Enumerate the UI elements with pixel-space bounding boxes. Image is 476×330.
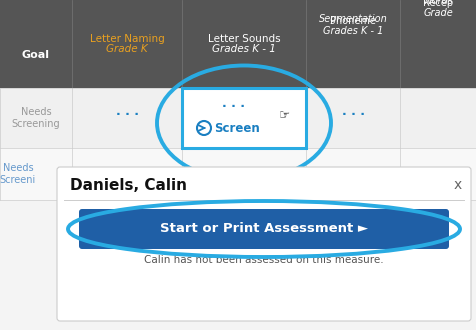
- Bar: [0, 148, 476, 200]
- Text: Needs
Screeni: Needs Screeni: [0, 163, 36, 185]
- Text: Daniels, Calin: Daniels, Calin: [70, 178, 187, 192]
- Text: Grades K - 1: Grades K - 1: [212, 44, 276, 54]
- Bar: [182, 88, 306, 148]
- Text: Goal: Goal: [22, 50, 50, 60]
- Polygon shape: [236, 169, 252, 182]
- Text: Start or Print Assessment ►: Start or Print Assessment ►: [160, 222, 368, 236]
- Text: Letter Naming: Letter Naming: [89, 34, 164, 44]
- Text: · · ·: · · ·: [116, 109, 139, 121]
- Text: ☞: ☞: [278, 110, 289, 122]
- Text: Phoneme: Phoneme: [330, 16, 376, 26]
- Bar: [0, 0, 476, 88]
- Text: · · ·: · · ·: [222, 100, 246, 113]
- Text: Recep: Recep: [423, 0, 453, 8]
- Text: Grade K: Grade K: [106, 44, 148, 54]
- Text: x: x: [454, 178, 462, 192]
- Text: Screen: Screen: [214, 121, 260, 135]
- FancyBboxPatch shape: [57, 167, 471, 321]
- FancyBboxPatch shape: [79, 209, 449, 249]
- Text: Needs
Screening: Needs Screening: [12, 107, 60, 129]
- Text: Letter Sounds: Letter Sounds: [208, 34, 280, 44]
- Text: · · ·: · · ·: [341, 109, 365, 121]
- Bar: [0, 88, 476, 148]
- Text: Segmentation
Grades K - 1: Segmentation Grades K - 1: [318, 14, 387, 36]
- Text: Calin has not been assessed on this measure.: Calin has not been assessed on this meas…: [144, 255, 384, 265]
- Text: Nonse
Words
Grade: Nonse Words Grade: [423, 0, 454, 18]
